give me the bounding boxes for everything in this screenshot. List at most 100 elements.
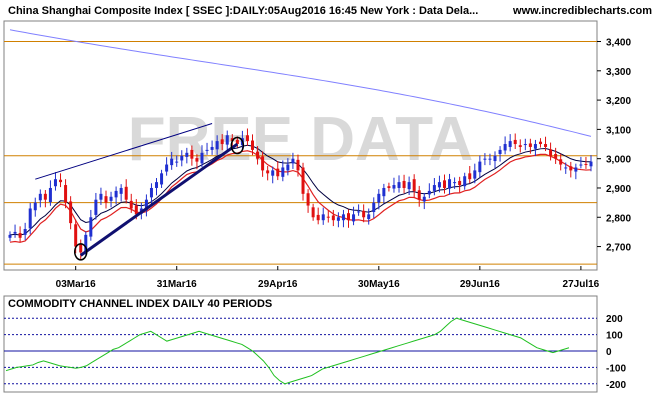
price-bar — [483, 153, 487, 166]
price-bar — [281, 160, 285, 182]
price-bar-body — [518, 145, 522, 147]
price-bar-body — [69, 201, 73, 224]
price-bar-body — [134, 205, 138, 215]
price-bar — [155, 178, 159, 196]
price-bar-body — [59, 179, 63, 183]
price-bar-body — [215, 141, 219, 150]
price-bar — [417, 185, 421, 207]
price-bar — [569, 161, 573, 178]
site-url[interactable]: www.incrediblecharts.com — [512, 5, 652, 17]
price-bar-body — [109, 196, 113, 201]
price-bar-body — [422, 196, 426, 202]
price-bar-body — [352, 214, 356, 222]
price-bar — [508, 134, 512, 152]
price-bar — [53, 172, 57, 191]
price-bar — [326, 210, 330, 223]
price-bar-body — [119, 187, 123, 194]
price-bar-body — [291, 158, 295, 164]
price-bar-body — [124, 186, 128, 200]
price-bar-body — [94, 199, 98, 215]
price-bar-body — [316, 214, 320, 221]
price-bar — [215, 135, 219, 155]
cci-tick-label: 0 — [606, 347, 612, 358]
price-bar-body — [498, 149, 502, 154]
price-bar — [579, 156, 583, 169]
trendline — [35, 123, 213, 180]
cci-title: COMMODITY CHANNEL INDEX DAILY 40 PERIODS — [8, 298, 272, 310]
price-bar — [432, 178, 436, 196]
price-bar-body — [296, 159, 300, 171]
price-bar — [296, 154, 300, 177]
x-tick-label: 03Mar16 — [56, 279, 96, 290]
price-bar — [160, 169, 164, 188]
price-bar-body — [346, 213, 350, 221]
price-bar — [549, 142, 553, 161]
price-bar-body — [48, 187, 52, 203]
price-bar-body — [28, 208, 32, 229]
price-bar — [64, 179, 68, 209]
price-bar — [352, 206, 356, 226]
price-bar — [94, 192, 98, 220]
price-bar-body — [387, 186, 391, 188]
price-bar — [225, 130, 229, 152]
ma-short-line — [9, 150, 592, 243]
price-bar — [453, 177, 457, 189]
price-bar-body — [175, 161, 179, 163]
price-bar-body — [205, 149, 209, 151]
price-bar-body — [437, 182, 441, 188]
price-bar-body — [79, 243, 83, 253]
price-bar-body — [104, 196, 108, 203]
y-tick-label: 3,300 — [606, 67, 631, 78]
price-bar — [478, 155, 482, 178]
price-bar-body — [569, 166, 573, 171]
price-bar — [38, 189, 42, 208]
y-tick-label: 2,900 — [606, 184, 631, 195]
price-bar — [367, 208, 371, 225]
price-bar — [256, 146, 260, 165]
price-bar-body — [23, 228, 27, 235]
price-bar — [144, 194, 148, 217]
price-bar — [200, 145, 204, 168]
price-bar — [149, 183, 153, 205]
price-bar-body — [43, 193, 47, 200]
price-bar — [48, 180, 52, 206]
price-bar — [523, 138, 527, 151]
price-bar-body — [89, 217, 93, 237]
price-bar-body — [13, 231, 17, 234]
price-bar — [412, 174, 416, 198]
price-bar-body — [149, 187, 153, 198]
price-bar-body — [281, 167, 285, 177]
price-bar — [210, 140, 214, 155]
price-bar-body — [372, 202, 376, 212]
price-bar-body — [559, 159, 563, 165]
price-bar-body — [584, 163, 588, 165]
price-bar — [473, 163, 477, 184]
price-bar-body — [488, 158, 492, 160]
price-bar-body — [574, 167, 578, 172]
price-bar-body — [478, 161, 482, 173]
price-bar-body — [64, 185, 68, 203]
price-bar — [341, 209, 345, 228]
price-bar — [220, 134, 224, 151]
price-bar-body — [513, 139, 517, 145]
price-bar-body — [225, 135, 229, 145]
price-bar — [503, 136, 507, 155]
price-bar — [301, 162, 305, 201]
price-bar — [321, 207, 325, 225]
price-bar — [402, 174, 406, 194]
price-bar — [316, 207, 320, 225]
price-bar — [493, 151, 497, 169]
cci-tick-label: -100 — [606, 363, 626, 374]
price-bar — [518, 139, 522, 153]
cci-panel: COMMODITY CHANNEL INDEX DAILY 40 PERIODS… — [3, 295, 626, 393]
price-bar-body — [74, 224, 78, 247]
y-tick-label: 3,400 — [606, 38, 631, 49]
price-bar — [271, 166, 275, 184]
price-bar — [175, 155, 179, 167]
price-bar-body — [180, 155, 184, 161]
price-bar — [69, 196, 73, 230]
price-bar — [589, 155, 593, 172]
price-bar — [357, 204, 361, 216]
